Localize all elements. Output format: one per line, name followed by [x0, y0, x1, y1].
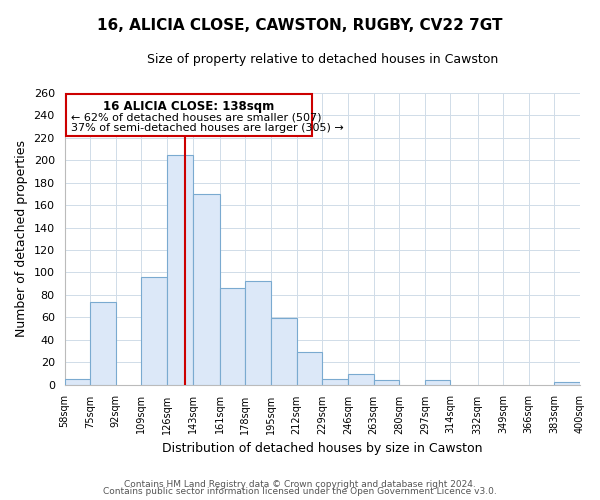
- Bar: [374, 380, 399, 384]
- Bar: [90, 302, 116, 384]
- X-axis label: Distribution of detached houses by size in Cawston: Distribution of detached houses by size …: [162, 442, 482, 455]
- Bar: [554, 382, 580, 384]
- Bar: [65, 379, 90, 384]
- Bar: [348, 374, 374, 384]
- FancyBboxPatch shape: [66, 94, 312, 136]
- Bar: [322, 379, 348, 384]
- Bar: [296, 352, 322, 384]
- Text: ← 62% of detached houses are smaller (507): ← 62% of detached houses are smaller (50…: [71, 112, 321, 122]
- Text: 16 ALICIA CLOSE: 138sqm: 16 ALICIA CLOSE: 138sqm: [103, 100, 274, 113]
- Bar: [142, 277, 167, 384]
- Title: Size of property relative to detached houses in Cawston: Size of property relative to detached ho…: [146, 52, 498, 66]
- Bar: [425, 380, 451, 384]
- Bar: [245, 282, 271, 385]
- Y-axis label: Number of detached properties: Number of detached properties: [15, 140, 28, 338]
- Text: 16, ALICIA CLOSE, CAWSTON, RUGBY, CV22 7GT: 16, ALICIA CLOSE, CAWSTON, RUGBY, CV22 7…: [97, 18, 503, 32]
- Bar: [193, 194, 220, 384]
- Text: 37% of semi-detached houses are larger (305) →: 37% of semi-detached houses are larger (…: [71, 124, 343, 134]
- Text: Contains HM Land Registry data © Crown copyright and database right 2024.: Contains HM Land Registry data © Crown c…: [124, 480, 476, 489]
- Bar: [271, 318, 296, 384]
- Bar: [220, 288, 245, 384]
- Bar: [167, 154, 193, 384]
- Text: Contains public sector information licensed under the Open Government Licence v3: Contains public sector information licen…: [103, 487, 497, 496]
